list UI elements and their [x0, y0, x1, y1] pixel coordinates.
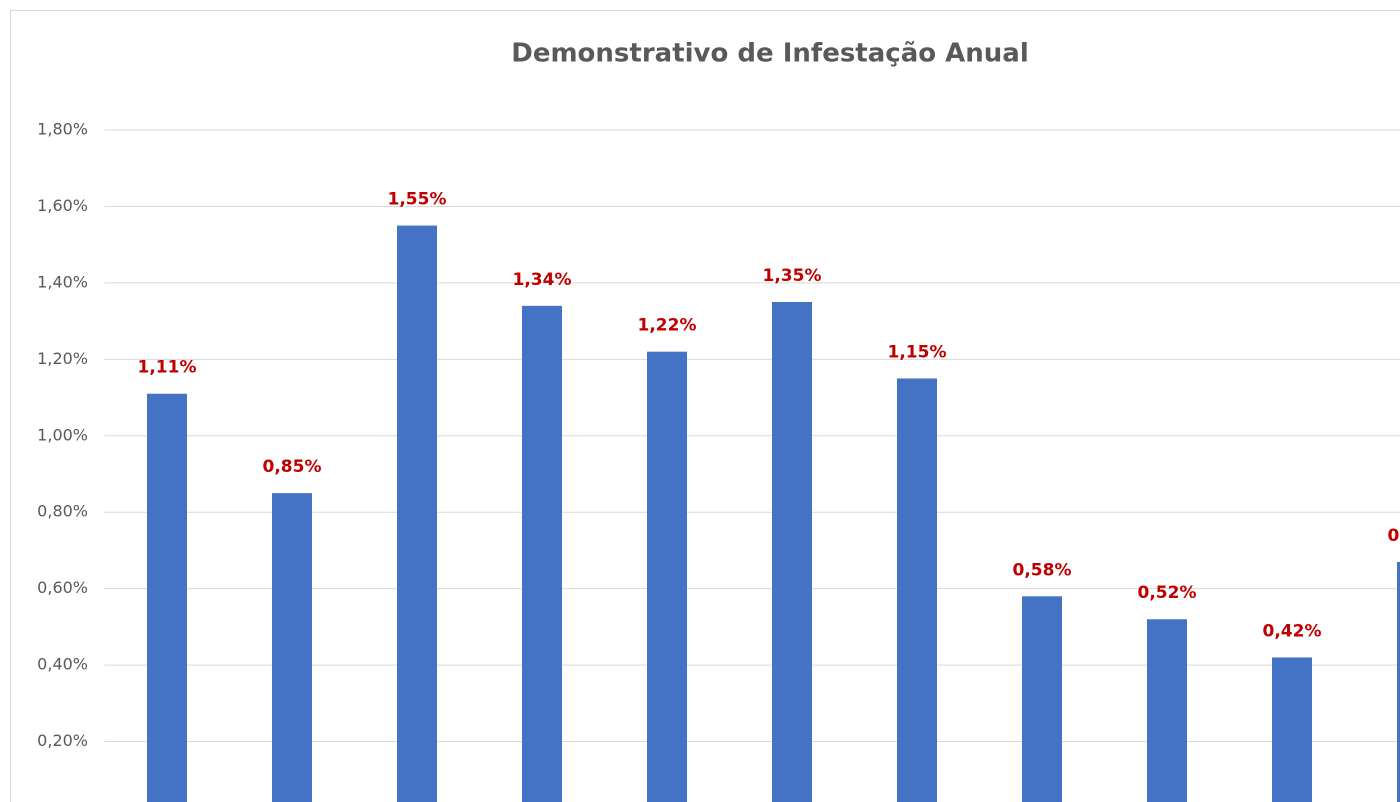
- data-label: 1,34%: [513, 270, 572, 290]
- data-label: 1,11%: [138, 358, 197, 378]
- y-tick-label: 1,00%: [37, 425, 88, 444]
- y-tick-label: 1,40%: [37, 272, 88, 291]
- bar: [1147, 619, 1187, 802]
- bar: [1272, 657, 1312, 802]
- data-label: 0,67%: [1388, 526, 1400, 546]
- bar: [772, 302, 812, 802]
- bar: [1022, 596, 1062, 802]
- chart-frame: [10, 10, 1400, 802]
- bar: [897, 378, 937, 802]
- data-label: 0,42%: [1263, 621, 1322, 641]
- bar: [1397, 561, 1400, 802]
- data-label: 1,35%: [763, 266, 822, 286]
- bar: [397, 225, 437, 802]
- y-tick-label: 0,20%: [37, 731, 88, 750]
- y-tick-label: 0,80%: [37, 502, 88, 521]
- bar: [147, 393, 187, 802]
- y-tick-label: 1,60%: [37, 196, 88, 215]
- y-tick-label: 0,60%: [37, 578, 88, 597]
- data-label: 0,85%: [263, 457, 322, 477]
- y-tick-label: 0,40%: [37, 655, 88, 674]
- data-label: 0,58%: [1013, 560, 1072, 580]
- data-label: 0,52%: [1138, 583, 1197, 603]
- chart-title: Demonstrativo de Infestação Anual: [511, 39, 1029, 69]
- data-label: 1,15%: [888, 342, 947, 362]
- y-tick-label: 1,20%: [37, 349, 88, 368]
- bar: [272, 493, 312, 802]
- y-tick-label: 1,80%: [37, 120, 88, 139]
- data-label: 1,22%: [638, 316, 697, 336]
- data-label: 1,55%: [388, 190, 447, 210]
- bar: [522, 305, 562, 802]
- bar: [647, 351, 687, 802]
